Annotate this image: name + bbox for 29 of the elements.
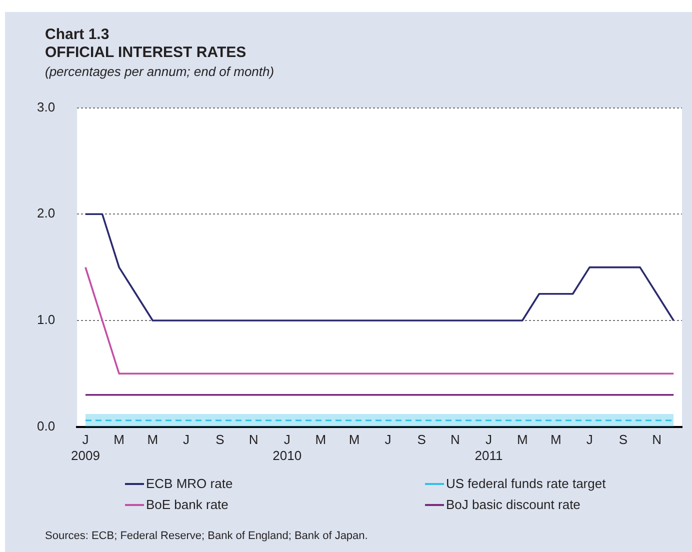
x-tick-label: J 2009 <box>71 432 100 463</box>
x-tick-label: S <box>417 432 426 448</box>
x-tick-label: J <box>384 432 392 448</box>
x-tick-label: J <box>586 432 593 448</box>
x-tick-label: N <box>450 432 460 448</box>
x-tick-label: M <box>516 432 528 448</box>
x-tick-label: J 2011 <box>474 432 503 463</box>
y-tick-label: 2.0 <box>36 206 56 221</box>
x-tick-label: J 2010 <box>272 432 302 463</box>
chart-title: Chart 1.3 OFFICIAL INTEREST RATES <box>45 26 246 62</box>
x-tick-label: M <box>114 432 125 448</box>
x-tick-label: N <box>652 432 662 448</box>
y-tick-label: 0.0 <box>36 418 56 434</box>
x-tick-label: S <box>618 432 628 448</box>
source-note: Sources: ECB; Federal Reserve; Bank of England; Bank of Japan. <box>45 530 368 542</box>
legend-label: BoJ basic discount rate <box>446 497 580 512</box>
x-tick-label: N <box>248 432 258 448</box>
legend-label: ECB MRO rate <box>146 476 233 491</box>
x-tick-label: J <box>183 432 190 448</box>
legend-label: BoE bank rate <box>146 497 228 512</box>
x-tick-label: M <box>348 432 360 448</box>
legend-label: US federal funds rate target <box>446 476 606 491</box>
x-tick-label: S <box>216 432 225 448</box>
chart-subtitle: (percentages per annum; end of month) <box>45 64 274 79</box>
x-tick-label: M <box>147 432 158 448</box>
y-tick-label: 3.0 <box>36 99 56 114</box>
x-tick-label: M <box>550 432 562 448</box>
x-tick-label: M <box>315 432 326 448</box>
y-tick-label: 1.0 <box>36 312 56 328</box>
